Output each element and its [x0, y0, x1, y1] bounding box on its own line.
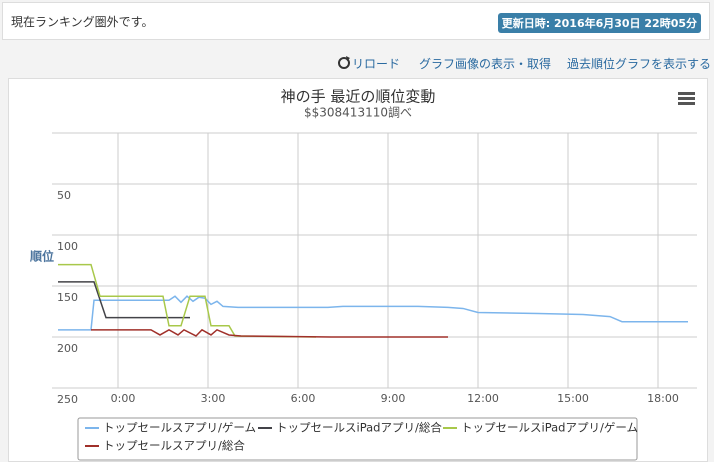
- past-graph-link[interactable]: 過去順位グラフを表示する: [567, 57, 712, 71]
- x-tick-label: 6:00: [291, 392, 316, 405]
- series-line: [58, 281, 190, 319]
- y-axis-label: 順位: [29, 249, 54, 264]
- menu-icon[interactable]: [678, 92, 695, 105]
- x-tick-label: 15:00: [557, 392, 589, 405]
- status-text: 現在ランキング圏外です。: [11, 15, 154, 29]
- x-tick-label: 9:00: [381, 392, 406, 405]
- series-line: [58, 263, 317, 338]
- y-tick-label: 100: [57, 240, 78, 253]
- status-bar: 現在ランキング圏外です。 更新日時: 2016年6月30日 22時05分: [2, 2, 710, 40]
- chart-title: 神の手 最近の順位変動: [281, 88, 436, 106]
- legend-label: トップセールスアプリ/総合: [103, 439, 245, 453]
- y-tick-label: 200: [57, 342, 78, 355]
- legend-label: トップセールスiPadアプリ/ゲーム: [461, 421, 638, 435]
- legend-box: [77, 417, 638, 461]
- x-tick-label: 18:00: [647, 392, 679, 405]
- x-tick-label: 0:00: [111, 392, 136, 405]
- chart-subtitle: $$308413110調べ: [304, 106, 412, 120]
- series-line: [91, 328, 448, 338]
- graph-image-link[interactable]: グラフ画像の表示・取得: [419, 57, 552, 71]
- legend-label: トップセールスアプリ/ゲーム: [103, 421, 256, 435]
- series-line: [58, 295, 688, 331]
- x-tick-label: 12:00: [467, 392, 499, 405]
- y-tick-label: 150: [57, 291, 78, 304]
- reload-icon: [338, 56, 350, 69]
- updated-badge: 更新日時: 2016年6月30日 22時05分: [497, 13, 701, 33]
- x-tick-label: 3:00: [201, 392, 226, 405]
- reload-link[interactable]: リロード: [352, 57, 401, 71]
- legend-label: トップセールスiPadアプリ/総合: [276, 421, 442, 435]
- chart-panel: [8, 78, 708, 462]
- y-tick-label: 250: [57, 393, 78, 406]
- y-tick-label: 50: [57, 189, 71, 202]
